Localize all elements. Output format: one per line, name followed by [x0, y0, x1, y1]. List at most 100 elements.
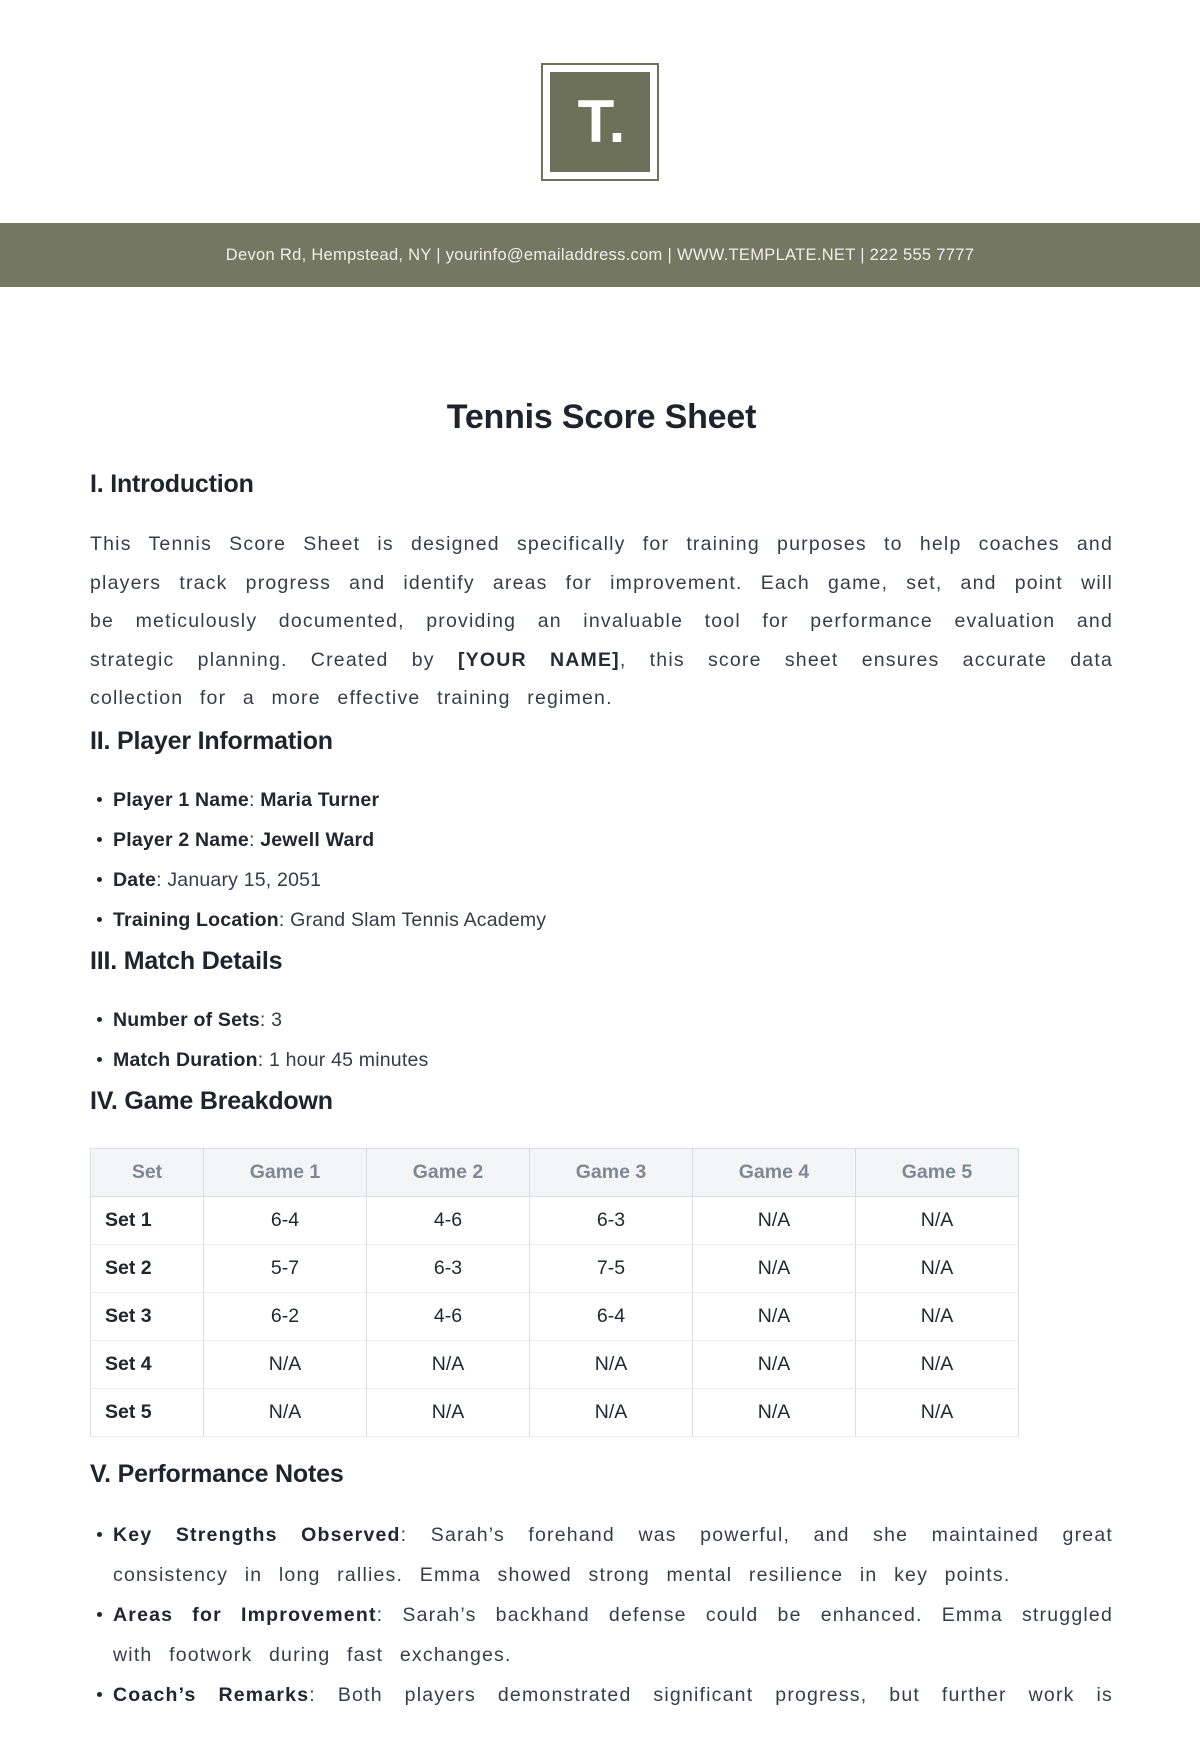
score-cell: N/A: [203, 1387, 367, 1437]
date-item: Date: January 15, 2051: [90, 860, 1113, 900]
document-page: { "logo": { "monogram": "T." }, "contact…: [0, 63, 1200, 1763]
colon-separator: :: [156, 868, 168, 891]
colon-separator: :: [376, 1603, 403, 1626]
row-header: Set 2: [90, 1243, 204, 1293]
column-header-game-5: Game 5: [855, 1147, 1019, 1197]
score-cell: N/A: [855, 1195, 1019, 1245]
note-key-strengths: Key Strengths Observed: Sarah’s forehand…: [90, 1515, 1113, 1595]
introduction-paragraph: This Tennis Score Sheet is designed spec…: [90, 525, 1113, 718]
table-row-set-1: Set 1 6-4 4-6 6-3 N/A N/A: [90, 1195, 1019, 1245]
score-cell: N/A: [366, 1387, 530, 1437]
score-cell: N/A: [855, 1387, 1019, 1437]
score-cell: 6-2: [203, 1291, 367, 1341]
contact-bar: Devon Rd, Hempstead, NY | yourinfo@email…: [0, 223, 1200, 287]
colon-separator: :: [309, 1683, 338, 1706]
score-cell: N/A: [692, 1195, 856, 1245]
score-cell: 6-4: [203, 1195, 367, 1245]
row-header: Set 4: [90, 1339, 204, 1389]
score-cell: N/A: [529, 1387, 693, 1437]
match-details-list: Number of Sets: 3 Match Duration: 1 hour…: [90, 1000, 1113, 1080]
item-value: 3: [271, 1008, 283, 1031]
column-header-game-4: Game 4: [692, 1147, 856, 1197]
page-title: Tennis Score Sheet: [446, 398, 757, 436]
score-cell: N/A: [692, 1291, 856, 1341]
section-heading-performance-notes: V. Performance Notes: [90, 1459, 344, 1488]
note-value: Sarah’s backhand defense could be enhanc…: [113, 1603, 1113, 1666]
note-areas-for-improvement: Areas for Improvement: Sarah’s backhand …: [90, 1595, 1113, 1675]
score-cell: N/A: [692, 1339, 856, 1389]
score-cell: N/A: [529, 1339, 693, 1389]
item-label: Number of Sets: [113, 1008, 260, 1031]
table-header-row: Set Game 1 Game 2 Game 3 Game 4 Game 5: [90, 1147, 1019, 1197]
row-header: Set 3: [90, 1291, 204, 1341]
number-of-sets-item: Number of Sets: 3: [90, 1000, 1113, 1040]
brand-logo-tile: T.: [550, 72, 650, 172]
contact-info-text: Devon Rd, Hempstead, NY | yourinfo@email…: [225, 245, 975, 264]
score-cell: N/A: [855, 1339, 1019, 1389]
column-header-game-1: Game 1: [203, 1147, 367, 1197]
table-header: Set Game 1 Game 2 Game 3 Game 4 Game 5: [90, 1147, 1019, 1197]
introduction-text-before: This Tennis Score Sheet is designed spec…: [90, 533, 1113, 671]
note-coachs-remarks: Coach’s Remarks: Both players demonstrat…: [90, 1675, 1113, 1715]
colon-separator: :: [400, 1523, 431, 1546]
colon-separator: :: [257, 1048, 269, 1071]
score-cell: N/A: [203, 1339, 367, 1389]
score-cell: N/A: [366, 1339, 530, 1389]
item-label: Date: [113, 868, 157, 891]
note-label: Coach’s Remarks: [113, 1683, 310, 1706]
section-heading-match-details: III. Match Details: [90, 946, 283, 975]
note-value: Sarah’s forehand was powerful, and she m…: [113, 1523, 1113, 1586]
note-value: Both players demonstrated significant pr…: [337, 1683, 1113, 1706]
table-row-set-4: Set 4 N/A N/A N/A N/A N/A: [90, 1339, 1019, 1389]
letterhead: T. Devon Rd, Hempstead, NY | yourinfo@em…: [0, 63, 1200, 287]
section-heading-game-breakdown: IV. Game Breakdown: [90, 1086, 333, 1115]
row-header: Set 1: [90, 1195, 204, 1245]
item-label: Training Location: [113, 908, 279, 931]
score-cell: N/A: [692, 1387, 856, 1437]
game-breakdown-table: Set Game 1 Game 2 Game 3 Game 4 Game 5 S…: [90, 1147, 1019, 1437]
item-value: Jewell Ward: [260, 828, 375, 851]
score-cell: 7-5: [529, 1243, 693, 1293]
player-1-name-item: Player 1 Name: Maria Turner: [90, 780, 1113, 820]
item-label: Player 2 Name: [113, 828, 249, 851]
introduction-text-after: , this score sheet ensures accurate data…: [90, 648, 1113, 710]
note-label: Key Strengths Observed: [113, 1523, 401, 1546]
column-header-game-3: Game 3: [529, 1147, 693, 1197]
your-name-placeholder: [YOUR NAME]: [457, 648, 620, 671]
item-value: Grand Slam Tennis Academy: [290, 908, 547, 931]
score-cell: 6-3: [529, 1195, 693, 1245]
score-cell: N/A: [855, 1291, 1019, 1341]
colon-separator: :: [248, 828, 261, 851]
note-label: Areas for Improvement: [113, 1603, 377, 1626]
colon-separator: :: [259, 1008, 272, 1031]
score-cell: 4-6: [366, 1291, 530, 1341]
colon-separator: :: [278, 908, 291, 931]
player-information-list: Player 1 Name: Maria Turner Player 2 Nam…: [90, 780, 1113, 940]
score-cell: 4-6: [366, 1195, 530, 1245]
score-cell: 6-4: [529, 1291, 693, 1341]
table-row-set-5: Set 5 N/A N/A N/A N/A N/A: [90, 1387, 1019, 1437]
item-value: 1 hour 45 minutes: [268, 1048, 429, 1071]
player-2-name-item: Player 2 Name: Jewell Ward: [90, 820, 1113, 860]
performance-notes-list: Key Strengths Observed: Sarah’s forehand…: [90, 1515, 1113, 1715]
column-header-set: Set: [90, 1147, 204, 1197]
match-duration-item: Match Duration: 1 hour 45 minutes: [90, 1040, 1113, 1080]
score-cell: N/A: [692, 1243, 856, 1293]
section-heading-introduction: I. Introduction: [90, 470, 254, 498]
brand-monogram: T.: [577, 88, 627, 155]
item-label: Match Duration: [113, 1048, 258, 1071]
table-row-set-2: Set 2 5-7 6-3 7-5 N/A N/A: [90, 1243, 1019, 1293]
brand-logo: T.: [541, 63, 659, 181]
item-value: January 15, 2051: [167, 868, 322, 891]
item-value: Maria Turner: [260, 788, 380, 811]
document-body: Tennis Score Sheet I. Introduction This …: [0, 395, 1200, 1715]
colon-separator: :: [248, 788, 261, 811]
column-header-game-2: Game 2: [366, 1147, 530, 1197]
row-header: Set 5: [90, 1387, 204, 1437]
item-label: Player 1 Name: [113, 788, 249, 811]
score-cell: 6-3: [366, 1243, 530, 1293]
score-cell: 5-7: [203, 1243, 367, 1293]
section-heading-player-information: II. Player Information: [90, 726, 333, 755]
table-row-set-3: Set 3 6-2 4-6 6-4 N/A N/A: [90, 1291, 1019, 1341]
training-location-item: Training Location: Grand Slam Tennis Aca…: [90, 900, 1113, 940]
